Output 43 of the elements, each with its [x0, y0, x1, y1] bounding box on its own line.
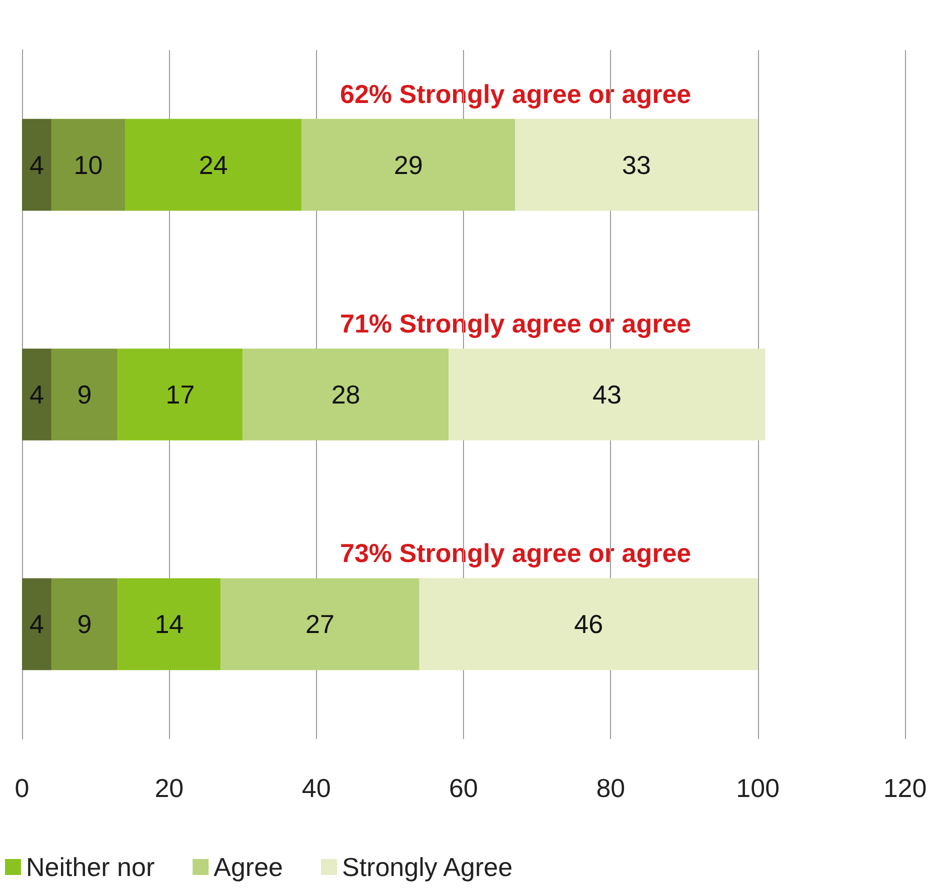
bar: [302, 118, 516, 211]
annotation: 73% Strongly agree or agree: [340, 538, 692, 568]
x-tick-label: 120: [883, 773, 927, 803]
data-label: 9: [77, 609, 92, 640]
legend-label: Strongly Agree: [342, 852, 513, 882]
bar: [448, 348, 766, 440]
annotation: 62% Strongly agree or agree: [340, 78, 692, 109]
x-tick-label: 80: [596, 773, 626, 803]
bar: [220, 578, 420, 670]
bar: [22, 348, 52, 440]
bar: [51, 348, 118, 440]
legend-label: Neither nor: [26, 852, 155, 882]
x-tick-label: 20: [154, 773, 184, 803]
data-label: 4: [29, 380, 44, 410]
x-tick-label: 60: [449, 773, 478, 803]
bar: [118, 348, 243, 440]
data-label: 43: [592, 380, 622, 410]
data-label: 17: [166, 380, 195, 410]
bar: [125, 118, 302, 211]
legend-label: Agree: [214, 852, 284, 882]
data-label: 4: [29, 150, 44, 180]
x-tick-label: 0: [14, 773, 30, 803]
x-tick-label: 100: [736, 773, 780, 803]
bar: [242, 348, 449, 440]
bar: [419, 578, 758, 670]
bar: [22, 118, 52, 211]
annotation: 71% Strongly agree or agree: [340, 308, 692, 339]
bar: [118, 578, 221, 670]
data-label: 10: [74, 150, 103, 180]
bar: [515, 118, 758, 211]
data-label: 28: [331, 380, 360, 410]
data-label: 29: [394, 150, 423, 180]
data-label: 27: [306, 609, 334, 640]
data-label: 46: [574, 609, 604, 640]
bar: [22, 578, 52, 670]
data-label: 4: [29, 609, 44, 640]
bar: [51, 118, 126, 211]
bar: [51, 578, 118, 670]
data-label: 9: [77, 380, 92, 410]
x-tick-label: 40: [302, 773, 331, 803]
data-label: 24: [198, 150, 228, 180]
data-label: 33: [622, 150, 651, 180]
data-label: 14: [154, 609, 184, 640]
